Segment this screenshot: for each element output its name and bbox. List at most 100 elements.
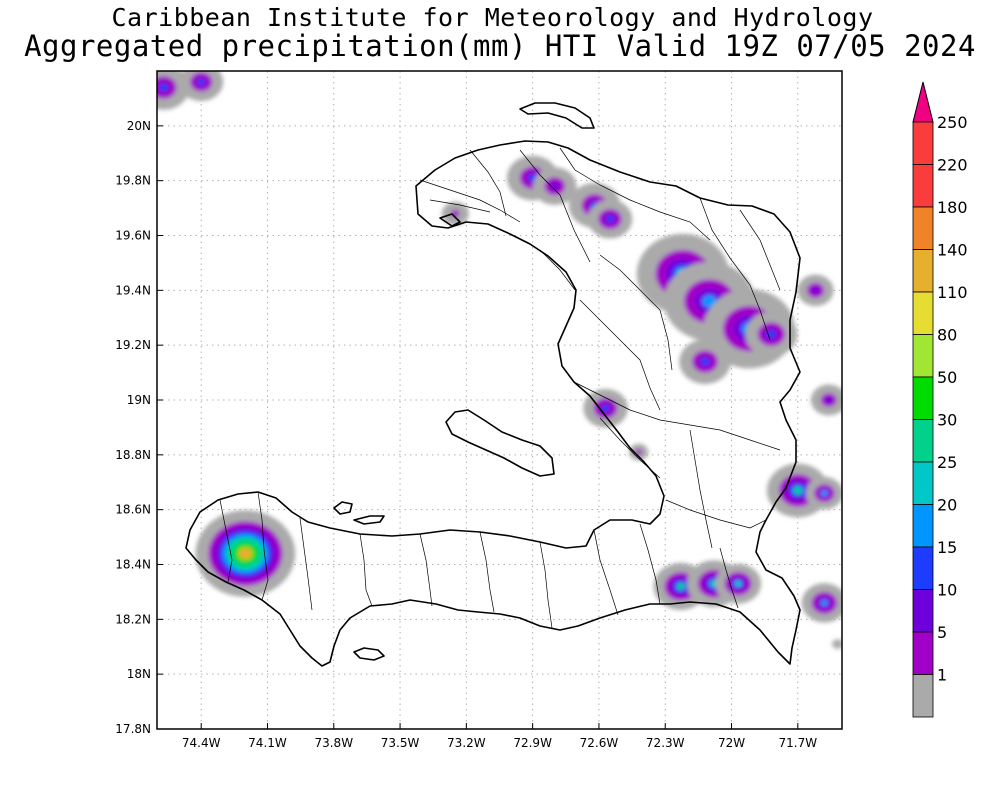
y-tick-label: 18.6N — [115, 503, 151, 517]
chart-title: Caribbean Institute for Meteorology and … — [111, 3, 874, 32]
colorbar-segment — [912, 164, 934, 208]
x-tick-label: 72.3W — [646, 736, 685, 750]
north-west-islet — [439, 213, 461, 227]
precip-cell — [587, 199, 633, 239]
precip-cell — [801, 583, 842, 623]
y-tick-label: 17.8N — [115, 722, 151, 736]
plot-area — [157, 71, 842, 729]
colorbar-label: 15 — [937, 538, 957, 557]
x-tick-label: 72.6W — [580, 736, 619, 750]
ile-a-vache — [353, 647, 385, 661]
y-tick-label: 19N — [127, 393, 151, 407]
precip-contour — [820, 490, 828, 497]
precip-contour — [606, 216, 614, 223]
gonave-island — [445, 409, 555, 477]
precip-contour — [159, 83, 168, 91]
x-tick-label: 73.8W — [314, 736, 353, 750]
colorbar-segment — [912, 249, 934, 293]
colorbar-segment — [912, 376, 934, 420]
admin-boundaries — [219, 147, 781, 629]
colorbar-segment — [912, 334, 934, 378]
precip-cell — [629, 443, 649, 461]
precip-contour — [197, 78, 205, 85]
colorbar-segment — [912, 291, 934, 335]
y-tick-label: 18.2N — [115, 612, 151, 626]
precip-contour — [238, 547, 253, 560]
colorbar-segment — [912, 674, 934, 718]
colorbar-label: 80 — [937, 326, 957, 345]
y-tick-label: 18.8N — [115, 448, 151, 462]
precip-contour — [832, 639, 842, 649]
precip-contour — [702, 295, 717, 308]
colorbar: 250 220 180 140 110 80 50 30 25 20 15 10 5 1 — [912, 81, 968, 718]
colorbar-label: 250 — [937, 113, 968, 132]
colorbar-segment — [912, 461, 934, 505]
precip-cell — [179, 71, 224, 102]
colorbar-label: 110 — [937, 283, 968, 302]
colorbar-label: 180 — [937, 198, 968, 217]
precip-contour — [602, 405, 610, 412]
y-tick-label: 19.4N — [115, 283, 151, 297]
precip-contour — [550, 182, 559, 190]
y-tick-label: 18.4N — [115, 558, 151, 572]
precip-contour — [793, 486, 803, 495]
precip-contour — [767, 330, 776, 338]
precip-cell — [805, 476, 842, 510]
precipitation-field — [157, 71, 842, 649]
precip-cell — [745, 311, 798, 357]
precip-contour — [820, 599, 828, 606]
precip-contour — [676, 582, 685, 590]
colorbar-segment — [912, 419, 934, 463]
plot-frame — [156, 70, 843, 730]
colorbar-label: 220 — [937, 156, 968, 175]
colorbar-label: 30 — [937, 411, 957, 430]
haiti-coastline — [185, 140, 801, 667]
colorbar-label: 20 — [937, 496, 957, 515]
x-tick-label: 72.9W — [513, 736, 552, 750]
colorbar-segment — [912, 121, 934, 165]
y-tick-label: 19.6N — [115, 229, 151, 243]
y-tick-label: 20N — [127, 119, 151, 133]
colorbar-label: 25 — [937, 453, 957, 472]
x-tick-label: 74.4W — [182, 736, 221, 750]
x-axis-labels: 74.4W 74.1W 73.8W 73.5W 73.2W 72.9W 72.6W 72.3W… — [182, 736, 817, 750]
colorbar-segment — [912, 589, 934, 633]
y-tick-label: 19.8N — [115, 174, 151, 188]
colorbar-label: 50 — [937, 368, 957, 387]
y-tick-label: 19.2N — [115, 338, 151, 352]
precip-contour — [812, 287, 819, 294]
chart-subtitle: Aggregated precipitation(mm) HTI Valid 1… — [24, 29, 976, 63]
cayemites-islet — [333, 501, 353, 515]
colorbar-segment — [912, 631, 934, 675]
colorbar-label: 1 — [937, 666, 947, 685]
grande-cayemite — [353, 515, 385, 525]
precip-cell — [715, 563, 762, 604]
precip-cell — [832, 639, 842, 649]
y-tick-label: 18N — [127, 667, 151, 681]
y-axis-labels: 20N 19.8N 19.6N 19.4N 19.2N 19N 18.8N 18.6N 18.4… — [115, 119, 151, 736]
precip-cell — [583, 388, 628, 428]
colorbar-segment — [912, 546, 934, 590]
x-tick-label: 74.1W — [248, 736, 287, 750]
precip-cell — [533, 167, 577, 206]
precip-cell — [797, 274, 834, 307]
tortuga-island — [519, 102, 595, 129]
colorbar-label: 5 — [937, 623, 947, 642]
x-tick-label: 73.5W — [381, 736, 420, 750]
colorbar-label: 10 — [937, 581, 957, 600]
precip-contour — [635, 449, 643, 456]
colorbar-segment — [912, 206, 934, 250]
precip-cell — [195, 510, 296, 597]
precip-contour — [734, 580, 742, 587]
precip-cell — [679, 339, 731, 384]
coastline — [185, 102, 801, 667]
x-tick-label: 73.2W — [447, 736, 486, 750]
precip-cell — [810, 384, 842, 416]
x-tick-label: 72W — [718, 736, 745, 750]
precip-contour — [700, 358, 710, 366]
grid-lines — [157, 71, 842, 730]
x-tick-label: 71.7W — [779, 736, 818, 750]
colorbar-segment — [912, 504, 934, 548]
colorbar-label: 140 — [937, 241, 968, 260]
